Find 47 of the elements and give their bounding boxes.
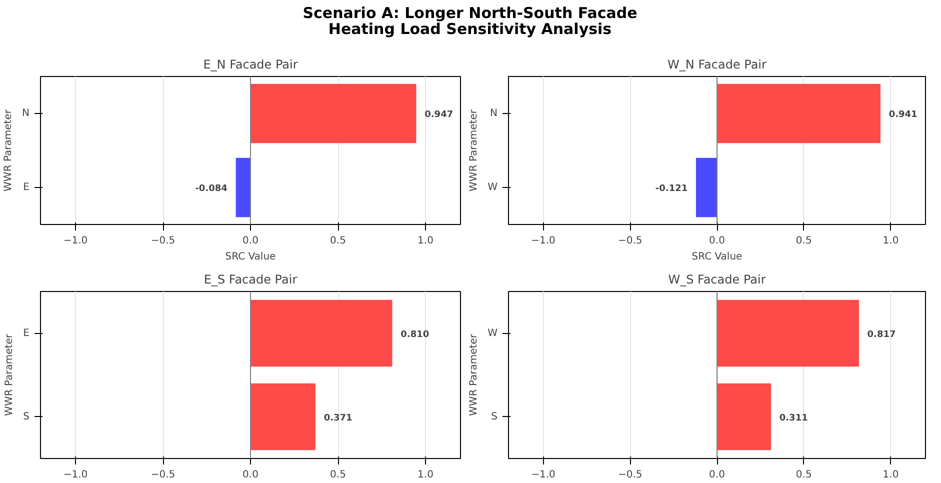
chart-title: W_N Facade Pair xyxy=(668,58,767,72)
data-label: 0.371 xyxy=(324,413,352,424)
x-tick-label: 0.0 xyxy=(709,470,725,480)
x-tick-label: −0.5 xyxy=(618,236,642,246)
data-label: 0.817 xyxy=(867,330,896,340)
x-tick-label: 0.5 xyxy=(330,470,346,480)
x-axis-title: SRC Value xyxy=(225,252,276,262)
y-axis-title: WWR Parameter xyxy=(3,108,14,192)
y-tick-label: W xyxy=(488,328,498,339)
y-axis-title: WWR Parameter xyxy=(4,333,16,416)
y-tick-label: N xyxy=(22,108,30,119)
x-tick-label: −1.0 xyxy=(531,236,556,246)
x-tick-label: 1.0 xyxy=(882,470,899,480)
y-axis-title: WWR Parameter xyxy=(468,108,480,192)
y-tick-label: S xyxy=(491,411,498,422)
y-tick-label: E xyxy=(23,328,30,339)
x-tick-label: −0.5 xyxy=(150,470,176,480)
x-tick-label: 0.5 xyxy=(330,236,346,246)
x-tick-label: 1.0 xyxy=(882,236,899,246)
x-axis-title: SRC Value xyxy=(692,252,742,262)
x-tick-label: −1.0 xyxy=(531,470,556,480)
data-label: 0.941 xyxy=(888,110,918,120)
x-tick-label: −0.5 xyxy=(618,470,642,480)
x-tick-label: 0.0 xyxy=(709,236,725,246)
chart-title: W_S Facade Pair xyxy=(668,272,766,286)
x-tick-label: 0.5 xyxy=(796,470,812,480)
chart-title: E_S Facade Pair xyxy=(204,272,298,286)
y-tick-label: W xyxy=(488,182,498,193)
y-axis-title: WWR Parameter xyxy=(468,333,480,416)
x-tick-label: −1.0 xyxy=(63,470,88,480)
x-tick-label: 0.0 xyxy=(242,470,258,480)
text: Scenario A: Longer North-South Facade Heating Load Sensitivity Analysis xyxy=(302,4,638,38)
x-tick-label: 1.0 xyxy=(418,470,434,480)
x-tick-label: 0.5 xyxy=(796,236,812,246)
x-tick-label: 0.0 xyxy=(242,236,258,246)
x-tick-label: −1.0 xyxy=(63,236,88,246)
y-tick-label: N xyxy=(490,108,498,119)
chart-title: E_N Facade Pair xyxy=(203,58,298,72)
x-tick-label: 1.0 xyxy=(418,236,434,246)
data-label: 0.810 xyxy=(400,330,430,340)
data-label: -0.121 xyxy=(655,184,688,194)
data-label: 0.311 xyxy=(779,413,808,424)
data-label: -0.084 xyxy=(195,184,228,194)
y-tick-label: E xyxy=(23,182,30,193)
x-tick-label: −0.5 xyxy=(150,236,176,246)
data-label: 0.947 xyxy=(424,110,454,120)
y-tick-label: S xyxy=(23,411,30,422)
